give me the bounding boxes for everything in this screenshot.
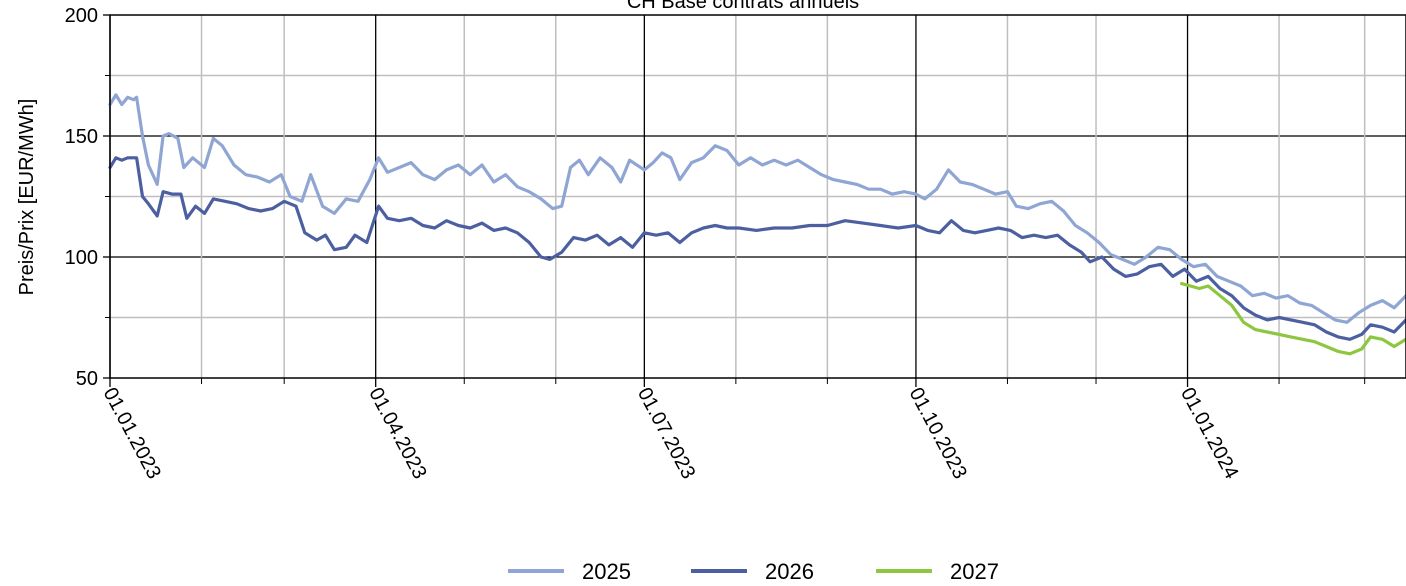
series-line-2025 [108,93,1406,324]
x-tick-label: 01.01.2023 [99,384,165,483]
chart-title: CH Base contrats annuels [627,0,859,13]
legend-label-2026: 2026 [765,559,814,584]
series-line-2027 [1179,282,1406,356]
x-tick-label: 01.04.2023 [364,384,430,483]
legend: 2025 2026 2027 [508,559,999,584]
x-tick-label: 01.10.2023 [905,384,971,483]
y-axis-label: Preis/Prix [EUR/MWh] [16,99,38,296]
y-tick-label: 50 [76,368,98,390]
x-tick-label: 01.07.2023 [633,384,699,483]
legend-label-2027: 2027 [950,559,999,584]
series-lines [108,93,1406,356]
y-tick-label: 150 [65,126,98,148]
legend-label-2025: 2025 [582,559,631,584]
series-line-2026 [108,156,1406,341]
x-tick-label: 01.01.2024 [1176,384,1242,483]
axes: 01.01.2023 01.04.2023 01.07.2023 01.10.2023… [65,5,1366,483]
y-tick-label: 100 [65,247,98,269]
y-tick-label: 200 [65,5,98,27]
